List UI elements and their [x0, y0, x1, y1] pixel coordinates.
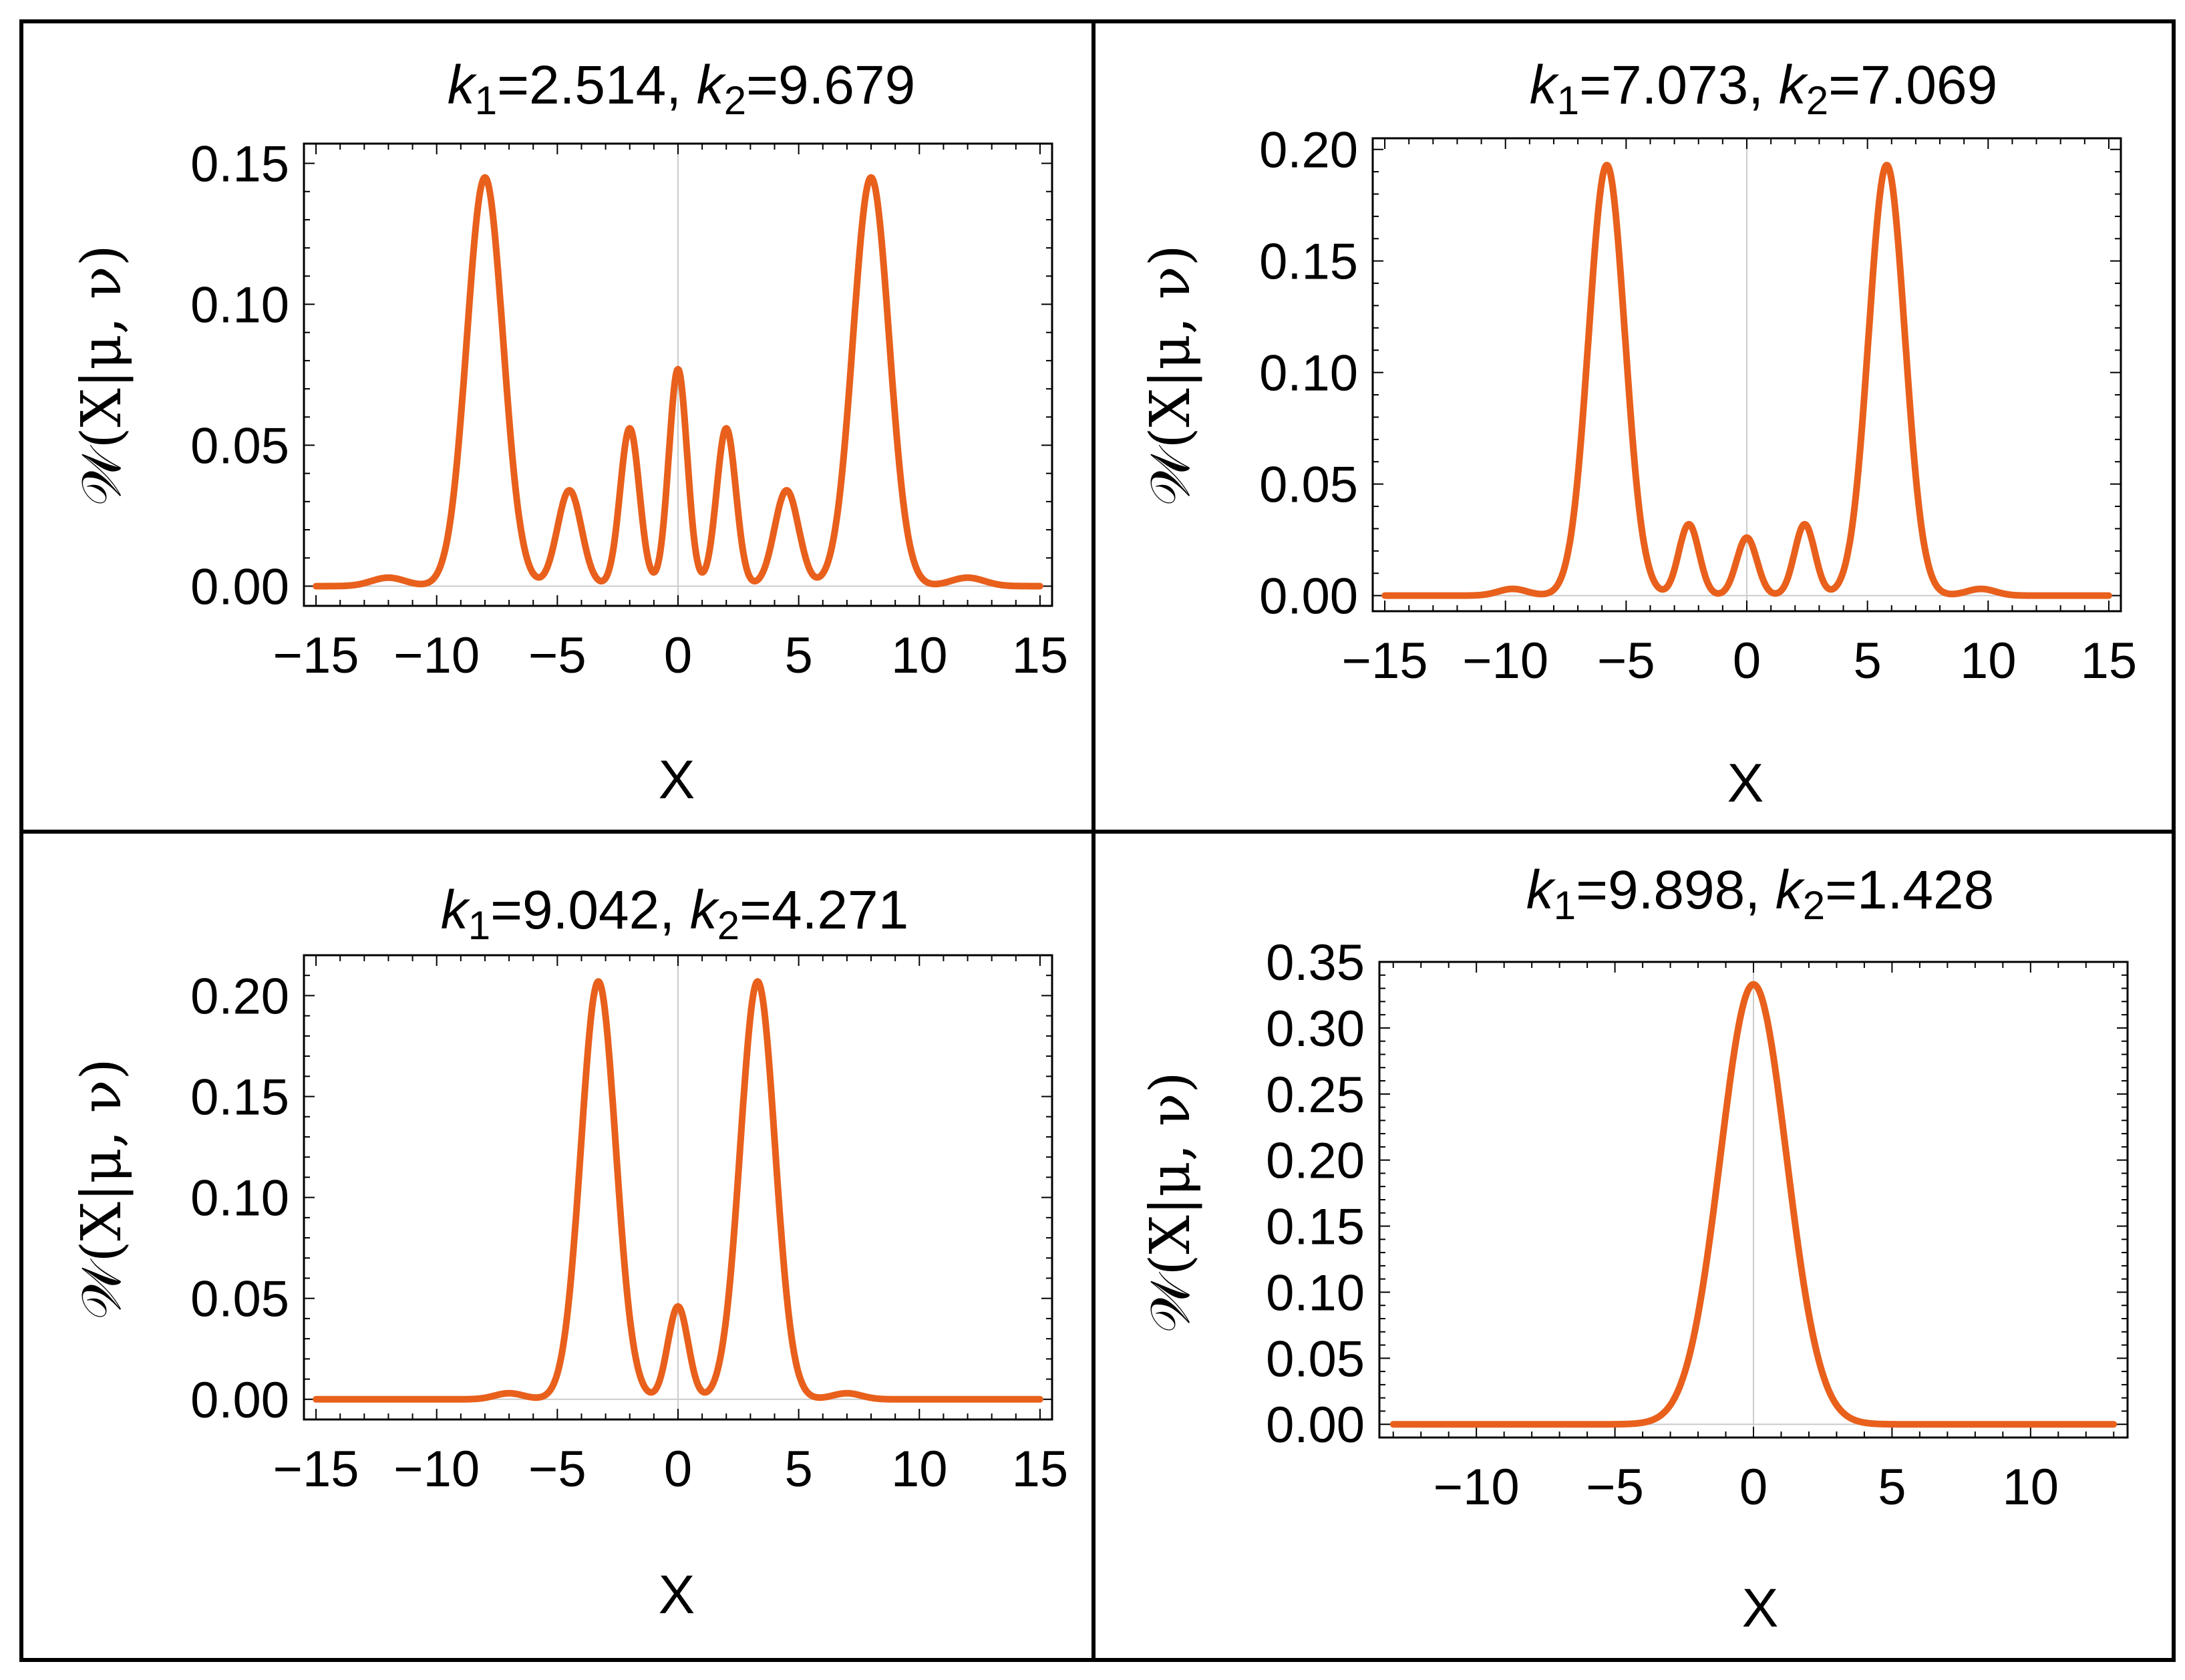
panel-4-ytick-label: 0.35 — [1266, 935, 1365, 991]
panel-1-xtick-label: 15 — [1012, 627, 1069, 684]
panel-2-axes-frame — [1371, 137, 2122, 613]
panel-2-xtick-label: 0 — [1733, 633, 1761, 689]
panel-1-xtick-label: 5 — [785, 627, 813, 684]
panel-2-plot: −15 −10 −5 0 5 10 15 0.00 0.05 0.10 0.15 0.20 — [1259, 122, 2137, 689]
panel-3-plot: −15 −10 −5 0 5 10 15 0.00 0.05 0.10 0.15 0.20 — [190, 954, 1069, 1498]
panel-4: k1=9.898, k2=1.428 −10 −5 0 5 10 0.00 0.05 0.10… — [1139, 860, 2129, 1639]
panel-4-ytick-label: 0.25 — [1266, 1067, 1365, 1124]
panel-4-xtick-label: −10 — [1434, 1459, 1520, 1516]
panel-3-xlabel: X — [659, 1564, 695, 1625]
panel-3-xtick-label: −5 — [528, 1441, 586, 1498]
panel-2-xtick-label: −15 — [1342, 633, 1428, 689]
panel-1-density-curve — [313, 174, 1043, 590]
panel-1-ytick-label: 0.15 — [190, 136, 289, 193]
panel-3-ytick-label: 0.05 — [190, 1271, 289, 1328]
panel-3-xtick-label: 0 — [664, 1441, 692, 1498]
panel-2-ytick-label: 0.05 — [1259, 457, 1358, 514]
panel-4-density-curve — [1389, 981, 2118, 1428]
panel-4-plot: −10 −5 0 5 10 0.00 0.05 0.10 0.15 0.20 0.25 0.30 0.3… — [1266, 935, 2129, 1516]
panel-1-axes-frame — [303, 142, 1053, 607]
panel-1-ytick-label: 0.00 — [190, 558, 289, 615]
panel-2-ylabel: 𝒲(X|μ, ν) — [1139, 244, 1202, 506]
panel-1-ylabel: 𝒲(X|μ, ν) — [70, 244, 134, 506]
panel-3-ytick-label: 0.10 — [190, 1170, 289, 1227]
panel-4-xtick-label: 5 — [1878, 1459, 1906, 1516]
panel-3-xtick-label: 5 — [785, 1441, 813, 1498]
panel-1: k1=2.514, k2=9.679 −15 −10 −5 0 5 10 15 0.00 0.0… — [70, 55, 1068, 810]
panel-4-xtick-label: 0 — [1739, 1459, 1768, 1516]
panel-1-title: k1=2.514, k2=9.679 — [448, 55, 916, 123]
panel-4-ytick-label: 0.10 — [1266, 1265, 1365, 1321]
panel-3-ytick-label: 0.00 — [190, 1372, 289, 1429]
panel-3-axes-frame — [303, 954, 1053, 1421]
panel-2-xtick-label: 5 — [1854, 633, 1882, 689]
panel-3-ytick-label: 0.15 — [190, 1069, 289, 1126]
panel-2-xtick-label: 15 — [2081, 633, 2138, 689]
panel-2-xtick-label: −5 — [1597, 633, 1655, 689]
panel-3-ylabel: 𝒲(X|μ, ν) — [70, 1058, 134, 1319]
panel-3: k1=9.042, k2=4.271 −15 −10 −5 0 5 10 15 0.00 0.0… — [70, 880, 1068, 1625]
panel-4-ytick-label: 0.05 — [1266, 1331, 1365, 1387]
panel-1-ytick-label: 0.05 — [190, 417, 289, 474]
panel-1-xlabel: X — [659, 749, 695, 810]
panel-3-title: k1=9.042, k2=4.271 — [441, 880, 909, 948]
panel-2-density-curve — [1381, 162, 2112, 599]
panel-2-ytick-label: 0.20 — [1259, 122, 1358, 179]
panel-1-xtick-label: −15 — [273, 627, 359, 684]
panel-3-xtick-label: 15 — [1012, 1441, 1069, 1498]
panel-4-xlabel: X — [1742, 1578, 1779, 1639]
panel-4-ylabel: 𝒲(X|μ, ν) — [1139, 1071, 1202, 1333]
panel-2-ytick-label: 0.00 — [1259, 568, 1358, 625]
panel-1-xtick-label: 0 — [664, 627, 692, 684]
panel-4-axes-frame — [1378, 961, 2129, 1439]
outer-frame — [19, 19, 2176, 1662]
panel-1-xtick-label: −5 — [528, 627, 586, 684]
panel-1-xtick-label: −10 — [393, 627, 480, 684]
panel-4-ytick-label: 0.15 — [1266, 1199, 1365, 1256]
panel-4-xtick-label: −5 — [1586, 1459, 1644, 1516]
panel-4-ytick-label: 0.30 — [1266, 1001, 1365, 1057]
panel-2-xlabel: X — [1727, 753, 1764, 814]
panel-4-ytick-label: 0.20 — [1266, 1133, 1365, 1190]
panel-1-ytick-label: 0.10 — [190, 277, 289, 334]
panel-4-ytick-label: 0.00 — [1266, 1397, 1365, 1454]
panel-1-plot: −15 −10 −5 0 5 10 15 0.00 0.05 0.10 0.15 — [190, 136, 1068, 684]
panel-2-ytick-label: 0.15 — [1259, 234, 1358, 291]
panel-1-xtick-label: 10 — [891, 627, 948, 684]
panel-2-title: k1=7.073, k2=7.069 — [1530, 55, 1998, 123]
panel-3-xtick-label: −15 — [273, 1441, 359, 1498]
panel-3-ytick-label: 0.20 — [190, 968, 289, 1025]
panel-3-xtick-label: 10 — [891, 1441, 948, 1498]
panel-3-density-curve — [313, 978, 1043, 1403]
panel-2-xtick-label: −10 — [1462, 633, 1548, 689]
panel-4-xtick-label: 10 — [2003, 1459, 2059, 1516]
panel-4-title: k1=9.898, k2=1.428 — [1526, 860, 1995, 928]
panel-3-xtick-label: −10 — [393, 1441, 480, 1498]
panel-2-xtick-label: 10 — [1960, 633, 2017, 689]
panel-2: k1=7.073, k2=7.069 −15 −10 −5 0 5 10 15 0.00 0.0… — [1139, 55, 2137, 814]
panel-2-ytick-label: 0.10 — [1259, 345, 1358, 402]
